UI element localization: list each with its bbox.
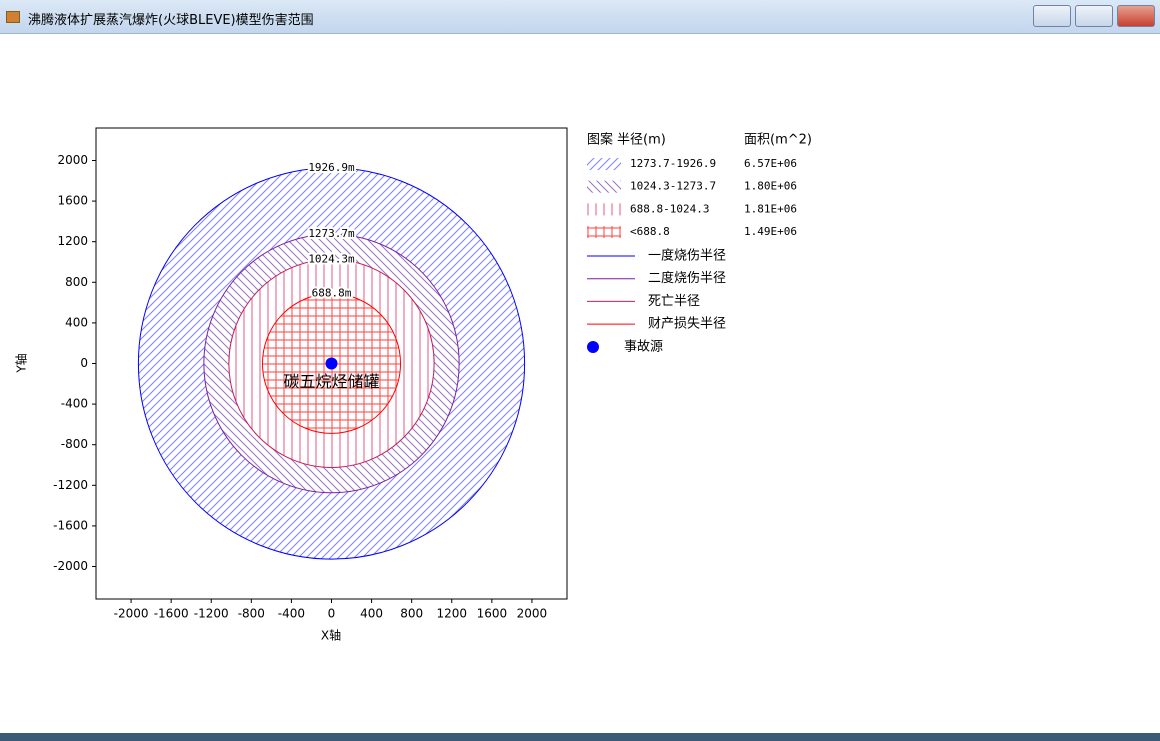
y-tick-label: 800 xyxy=(65,275,88,289)
y-tick-label: 2000 xyxy=(57,153,88,167)
legend-header: 图案 xyxy=(587,133,613,148)
x-tick-label: -1200 xyxy=(194,607,229,621)
legend-entry: 死亡半径 xyxy=(648,294,700,309)
radius-label: 1273.7m xyxy=(308,227,355,240)
legend-entry: 二度烧伤半径 xyxy=(648,270,726,286)
legend-area: 6.57E+06 xyxy=(744,157,797,170)
y-axis-label: Y轴 xyxy=(14,353,29,373)
radius-label: 1024.3m xyxy=(308,253,355,266)
y-tick-label: 1600 xyxy=(57,194,88,208)
y-tick-label: 400 xyxy=(65,315,88,329)
app-icon xyxy=(6,11,20,23)
legend-header: 面积(m^2) xyxy=(744,133,812,148)
title-bar: 沸腾液体扩展蒸汽爆炸(火球BLEVE)模型伤害范围 xyxy=(0,0,1160,34)
x-tick-label: 400 xyxy=(360,607,383,621)
legend-header: 半径(m) xyxy=(617,133,666,148)
legend-area: 1.49E+06 xyxy=(744,225,797,238)
legend-swatch xyxy=(587,180,621,193)
radius-circle xyxy=(137,167,526,560)
minimize-button[interactable] xyxy=(1033,5,1071,27)
legend-range: 688.8-1024.3 xyxy=(630,202,709,215)
legend-area: 1.80E+06 xyxy=(744,180,797,193)
legend-swatch xyxy=(587,203,621,216)
legend-entry: 事故源 xyxy=(624,340,663,355)
x-tick-label: -800 xyxy=(238,607,265,621)
x-tick-label: -2000 xyxy=(114,607,149,621)
legend-area: 1.81E+06 xyxy=(744,202,797,215)
x-axis-label: X轴 xyxy=(321,628,341,643)
y-tick-label: 0 xyxy=(80,356,88,370)
y-tick-label: -2000 xyxy=(53,559,88,573)
chart: X轴 Y轴 -2000 -1600 -1200 -800 -400 0 400 800 1200… xyxy=(14,127,812,643)
close-button[interactable] xyxy=(1117,5,1155,27)
bottom-border xyxy=(0,733,1160,741)
radius-label: 688.8m xyxy=(312,287,352,300)
legend-source-dot xyxy=(587,341,599,353)
y-tick-label: 1200 xyxy=(57,234,88,248)
legend-swatch xyxy=(587,158,621,170)
x-tick-label: 2000 xyxy=(517,607,548,621)
radius-circle xyxy=(261,293,402,434)
x-tick-label: 0 xyxy=(328,607,336,621)
x-tick-label: -1600 xyxy=(154,607,189,621)
y-tick-label: -1200 xyxy=(53,478,88,492)
radius-circle xyxy=(203,233,460,494)
y-tick-label: -1600 xyxy=(53,518,88,532)
legend-swatch xyxy=(587,226,621,239)
legend-range: 1024.3-1273.7 xyxy=(630,180,716,193)
source-label: 碳五烷烃储罐 xyxy=(283,372,379,391)
legend-entry: 财产损失半径 xyxy=(648,317,726,332)
source-point xyxy=(325,357,338,370)
legend-entry: 一度烧伤半径 xyxy=(648,248,726,264)
x-tick-label: 800 xyxy=(400,607,423,621)
window-title: 沸腾液体扩展蒸汽爆炸(火球BLEVE)模型伤害范围 xyxy=(28,13,314,28)
legend-range: <688.8 xyxy=(630,225,670,238)
x-tick-label: 1200 xyxy=(436,607,467,621)
legend-range: 1273.7-1926.9 xyxy=(630,157,716,170)
radius-circle xyxy=(228,259,435,468)
maximize-button[interactable] xyxy=(1075,5,1113,27)
x-tick-label: 1600 xyxy=(477,607,508,621)
y-tick-label: -800 xyxy=(61,437,88,451)
radius-label: 1926.9m xyxy=(308,161,355,174)
y-tick-label: -400 xyxy=(61,397,88,411)
x-tick-label: -400 xyxy=(278,607,305,621)
